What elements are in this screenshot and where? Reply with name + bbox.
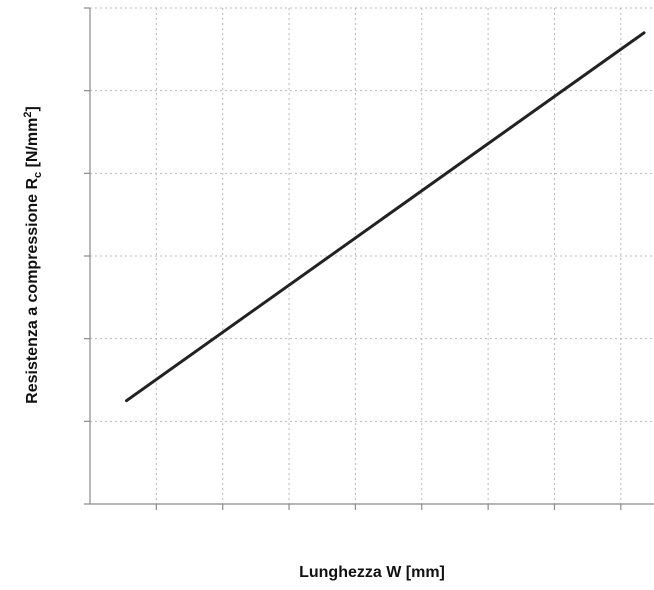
series-layer — [124, 31, 646, 403]
y-axis-label-main: Resistenza a compressione R — [24, 178, 41, 404]
grid-layer — [90, 7, 654, 504]
y-axis-label-subscript: c — [32, 172, 44, 178]
y-axis-label-superscript: 2 — [22, 111, 34, 117]
x-axis-label: Lunghezza W [mm] — [299, 564, 445, 581]
y-axis-label-unit: [N/mm — [24, 118, 41, 172]
axes-layer — [84, 7, 654, 510]
y-axis-label: Resistenza a compressione Rc [N/mm2] — [22, 106, 44, 404]
series-line — [124, 31, 646, 403]
y-axis-label-unit-close: ] — [24, 106, 41, 111]
